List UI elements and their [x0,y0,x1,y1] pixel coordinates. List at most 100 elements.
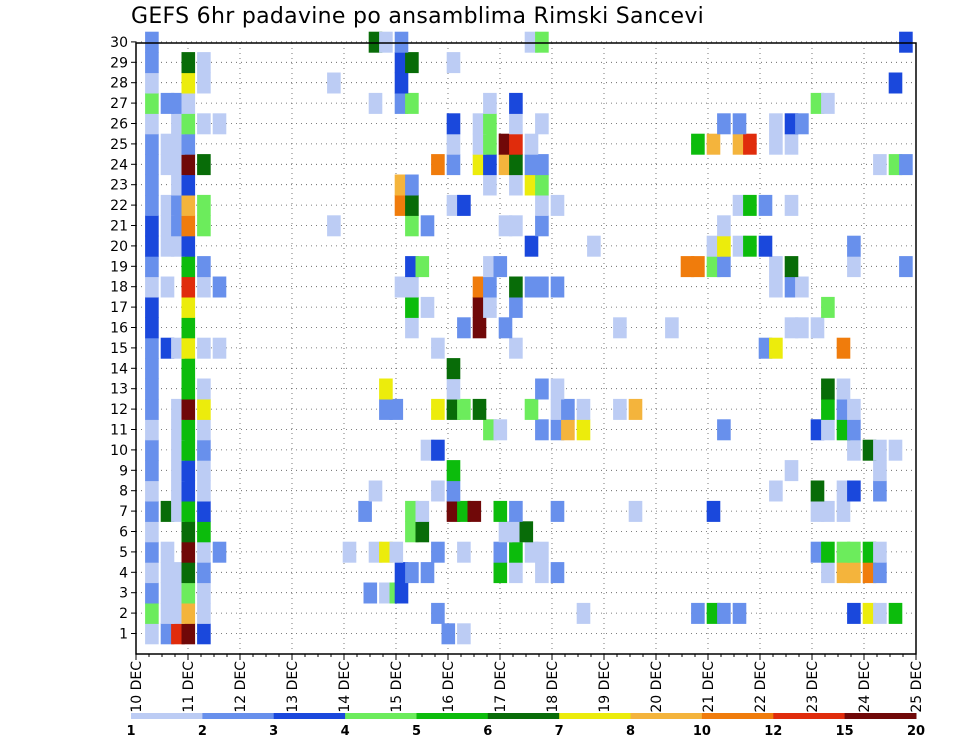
heatmap-cell [717,215,731,237]
heatmap-cell [181,92,196,114]
heatmap-cell [181,480,196,502]
heatmap-cell [524,174,539,196]
heatmap-cell [509,521,523,543]
heatmap-cell [405,52,419,74]
heatmap-cell [509,562,523,584]
y-tick-label: 1 [119,627,128,643]
heatmap-cell [181,582,196,604]
heatmap-cell [691,256,705,278]
heatmap-cell [847,439,861,461]
y-axis: 1234567891011121314151617181920212223242… [110,35,136,643]
heatmap-cell [145,602,159,624]
heatmap-cell [379,582,393,604]
heatmap-cell [327,215,341,237]
heatmap-cell [498,133,513,155]
heatmap-cell [758,337,773,359]
heatmap-cell [441,623,456,645]
x-tick-label: 23 DEC [805,661,821,713]
heatmap-cell [472,398,487,420]
heatmap-cell [420,562,435,584]
heatmap-cell [493,541,508,563]
heatmap-cell [212,113,227,135]
heatmap-cell [550,194,565,216]
heatmap-cell [181,439,196,461]
heatmap-cell [171,215,185,237]
heatmap-cell [524,276,539,298]
heatmap-cell [769,113,783,135]
heatmap-cell [535,378,549,400]
heatmap-cell [472,113,487,135]
heatmap-cell [212,337,227,359]
heatmap-cell [145,256,159,278]
heatmap-cell [363,582,378,604]
heatmap-cell [327,72,341,94]
x-tick-label: 11 DEC [181,661,197,713]
heatmap-cell [888,154,903,176]
heatmap-cell [171,419,185,441]
x-tick-label: 17 DEC [493,661,509,713]
heatmap-cell [171,460,185,482]
heatmap-cell [197,72,211,94]
x-tick-label: 14 DEC [337,661,353,713]
heatmap-cell [394,174,409,196]
heatmap-cell [145,72,159,94]
heatmap-cell [160,133,175,155]
heatmap-cell [171,562,185,584]
heatmap-cell [446,480,461,502]
heatmap-cell [457,194,471,216]
heatmap-cell [821,541,835,563]
heatmap-cell [509,133,523,155]
heatmap-cell [483,419,497,441]
heatmap-cell [472,317,487,339]
x-tick-label: 16 DEC [441,661,457,713]
heatmap-cell [483,296,497,318]
heatmap-cell [873,602,887,624]
heatmap-cell [368,31,383,53]
heatmap-cell [888,72,903,94]
heatmap-cell [145,562,159,584]
heatmap-cell [160,215,175,237]
heatmap-cell [431,602,445,624]
heatmap-cell [197,378,211,400]
heatmap-cell [810,480,825,502]
heatmap-cell [446,358,461,380]
heatmap-cell [181,296,196,318]
heatmap-cell [680,256,695,278]
heatmap-cell [197,52,211,74]
x-tick-label: 21 DEC [701,661,717,713]
y-tick-label: 24 [110,157,128,173]
heatmap-cell [717,602,731,624]
heatmap-cell [784,256,799,278]
y-tick-label: 12 [110,402,128,418]
heatmap-cell [498,215,513,237]
heatmap-cell [431,398,445,420]
colorbar-label: 6 [483,724,492,739]
y-tick-label: 4 [119,565,128,581]
heatmap-cell [212,541,227,563]
heatmap-cell [420,439,435,461]
heatmap-cell [706,500,721,522]
heatmap-cell [821,296,835,318]
heatmap-cell [706,256,721,278]
heatmap-cell [181,358,196,380]
heatmap-cell [145,235,159,257]
y-tick-label: 6 [119,525,128,541]
heatmap-cell [550,276,565,298]
heatmap-cell [550,562,565,584]
heatmap-cell [524,133,539,155]
heatmap-cell [197,419,211,441]
heatmap-cell [821,562,835,584]
heatmap-cell [457,500,471,522]
heatmap-cell [160,154,175,176]
heatmap-cell [171,337,185,359]
heatmap-cell [197,541,211,563]
heatmap-cell [836,541,851,563]
heatmap-cell [628,398,643,420]
heatmap-cell [160,602,175,624]
heatmap-cell [405,296,419,318]
heatmap-cell [160,500,175,522]
heatmap-cell [691,133,705,155]
heatmap-cell [717,256,731,278]
colorbar-swatch [559,713,632,719]
heatmap-cell [197,460,211,482]
